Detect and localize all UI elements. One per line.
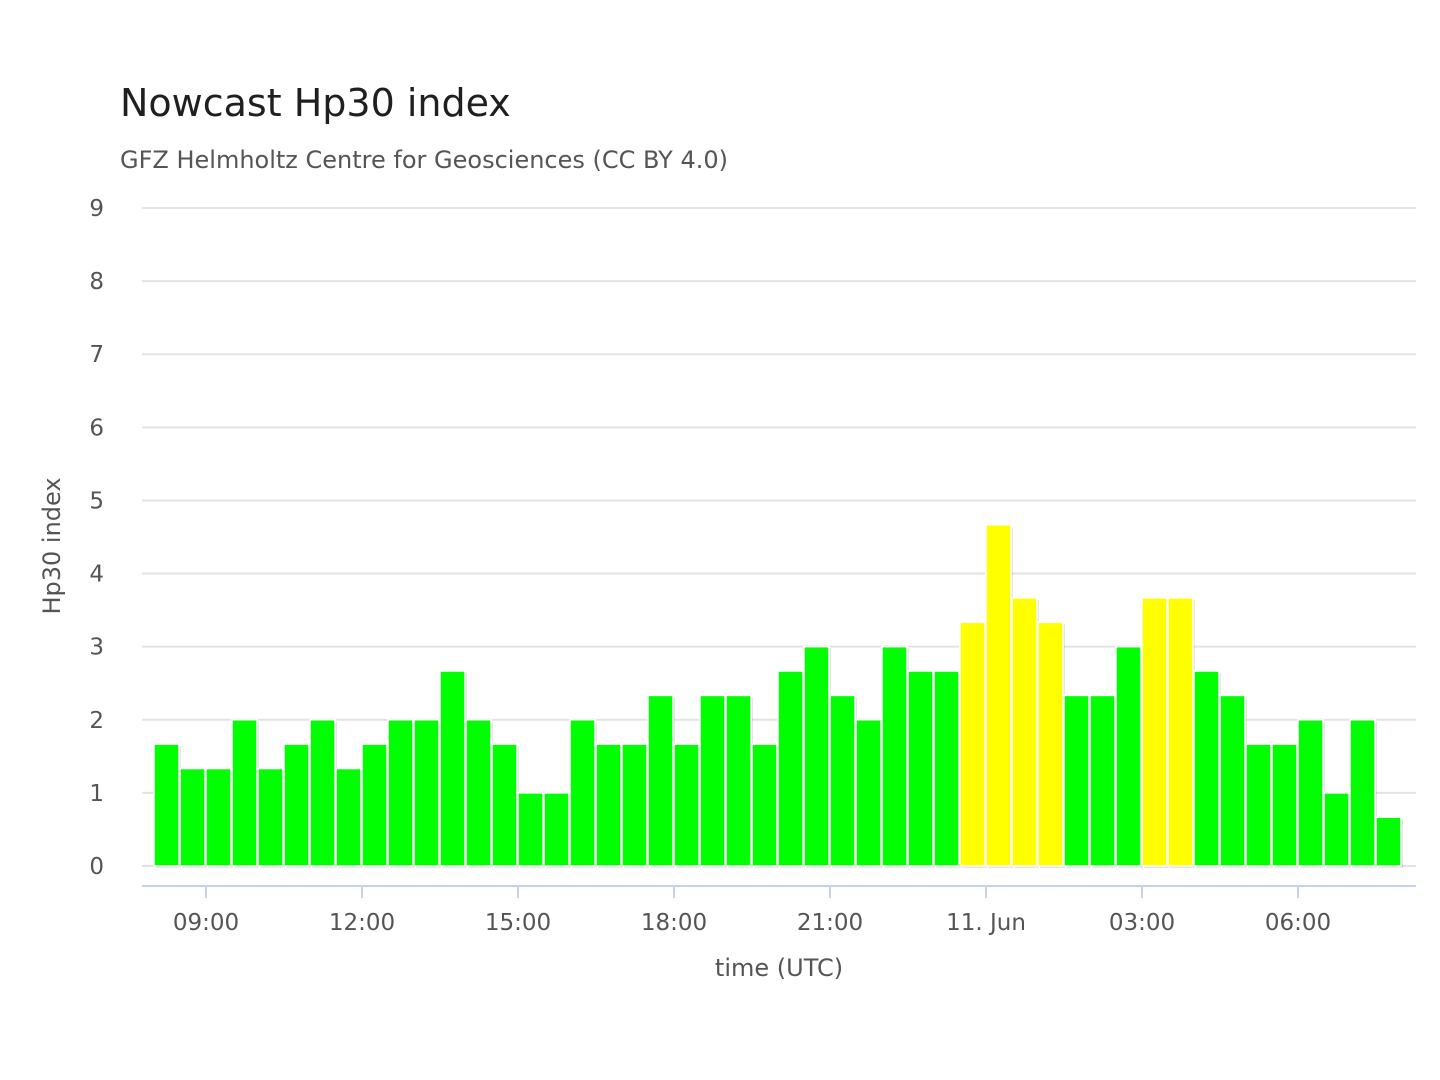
bar[interactable] (387, 719, 414, 867)
bar[interactable] (1141, 597, 1168, 867)
y-axis-title: Hp30 index (38, 477, 66, 614)
bar-series (153, 524, 1403, 868)
bar[interactable] (517, 792, 544, 867)
bar[interactable] (595, 743, 622, 867)
bar[interactable] (1245, 743, 1272, 867)
bar[interactable] (959, 621, 986, 867)
bar[interactable] (829, 694, 856, 867)
bar[interactable] (205, 767, 232, 867)
chart-subtitle: GFZ Helmholtz Centre for Geosciences (CC… (120, 146, 728, 174)
x-tick-label: 11. Jun (946, 910, 1026, 936)
bar[interactable] (179, 767, 206, 867)
y-tick-label: 8 (89, 269, 104, 295)
chart-title: Nowcast Hp30 index (120, 81, 511, 125)
y-tick-label: 2 (89, 708, 104, 734)
bar[interactable] (673, 743, 700, 867)
bar[interactable] (543, 792, 570, 867)
bar[interactable] (907, 670, 934, 867)
bar[interactable] (1011, 597, 1038, 867)
bar[interactable] (1297, 719, 1324, 867)
bar[interactable] (465, 719, 492, 867)
bar[interactable] (153, 743, 180, 867)
x-tick-label: 12:00 (329, 910, 395, 936)
bar[interactable] (335, 767, 362, 867)
bar[interactable] (1167, 597, 1194, 867)
bar[interactable] (1323, 792, 1350, 867)
bar[interactable] (699, 694, 726, 867)
bar[interactable] (257, 767, 284, 867)
bar[interactable] (439, 670, 466, 867)
x-axis-title: time (UTC) (715, 954, 843, 982)
x-tick-label: 18:00 (641, 910, 707, 936)
bar[interactable] (413, 719, 440, 867)
x-tick-label: 15:00 (485, 910, 551, 936)
bar[interactable] (881, 645, 908, 867)
bar[interactable] (1089, 694, 1116, 867)
x-tick-label: 21:00 (797, 910, 863, 936)
y-tick-label: 0 (89, 854, 104, 880)
bar[interactable] (1219, 694, 1246, 867)
bar[interactable] (569, 719, 596, 867)
bar[interactable] (361, 743, 388, 867)
bar[interactable] (933, 670, 960, 867)
bar[interactable] (621, 743, 648, 867)
bar[interactable] (1349, 719, 1376, 867)
x-tick-label: 09:00 (173, 910, 239, 936)
y-tick-label: 4 (89, 562, 104, 588)
bar[interactable] (803, 645, 830, 867)
y-tick-label: 9 (89, 196, 104, 222)
bar[interactable] (1271, 743, 1298, 867)
bar[interactable] (1063, 694, 1090, 867)
x-tick-label: 03:00 (1109, 910, 1175, 936)
y-tick-label: 6 (89, 415, 104, 441)
bar[interactable] (985, 524, 1012, 867)
bar[interactable] (1193, 670, 1220, 867)
y-tick-label: 1 (89, 781, 104, 807)
bar[interactable] (1115, 645, 1142, 867)
bar[interactable] (777, 670, 804, 867)
bar[interactable] (725, 694, 752, 867)
bar[interactable] (647, 694, 674, 867)
bar[interactable] (751, 743, 778, 867)
bar[interactable] (309, 719, 336, 867)
x-tick-label: 06:00 (1265, 910, 1331, 936)
bar[interactable] (231, 719, 258, 867)
y-tick-label: 3 (89, 635, 104, 661)
bar[interactable] (1037, 621, 1064, 867)
x-axis-ticks: 09:00 12:00 15:00 18:00 21:00 11. Jun 03:00 06:… (173, 886, 1331, 936)
bar[interactable] (283, 743, 310, 867)
bar[interactable] (1375, 816, 1402, 867)
y-tick-label: 7 (89, 342, 104, 368)
bar[interactable] (491, 743, 518, 867)
y-axis-ticks: 0 1 2 3 4 5 6 7 8 9 (89, 196, 104, 880)
y-tick-label: 5 (89, 488, 104, 514)
bar[interactable] (855, 719, 882, 867)
